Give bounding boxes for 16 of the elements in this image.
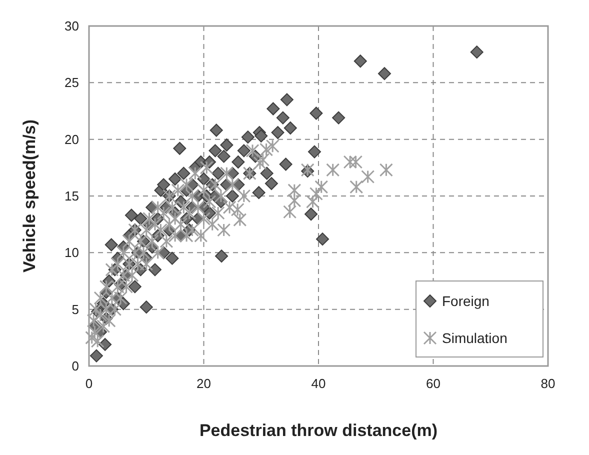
- x-tick-label: 80: [540, 376, 556, 391]
- y-tick-label: 10: [64, 245, 79, 260]
- y-tick-label: 25: [64, 75, 79, 90]
- y-tick-label: 5: [72, 302, 79, 317]
- x-tick-label: 60: [426, 376, 440, 391]
- legend-label: Foreign: [442, 293, 490, 309]
- x-tick-label: 40: [311, 376, 326, 391]
- legend-label: Simulation: [442, 330, 508, 346]
- y-axis-title: Vehicle speed(m/s): [20, 119, 39, 273]
- y-tick-label: 0: [72, 358, 79, 374]
- y-tick-label: 15: [64, 188, 79, 204]
- x-tick-label: 0: [85, 376, 93, 391]
- x-tick-label: 20: [196, 376, 211, 391]
- y-tick-label: 20: [64, 132, 79, 147]
- y-tick-label: 30: [64, 18, 79, 34]
- x-axis-title: Pedestrian throw distance(m): [199, 421, 438, 440]
